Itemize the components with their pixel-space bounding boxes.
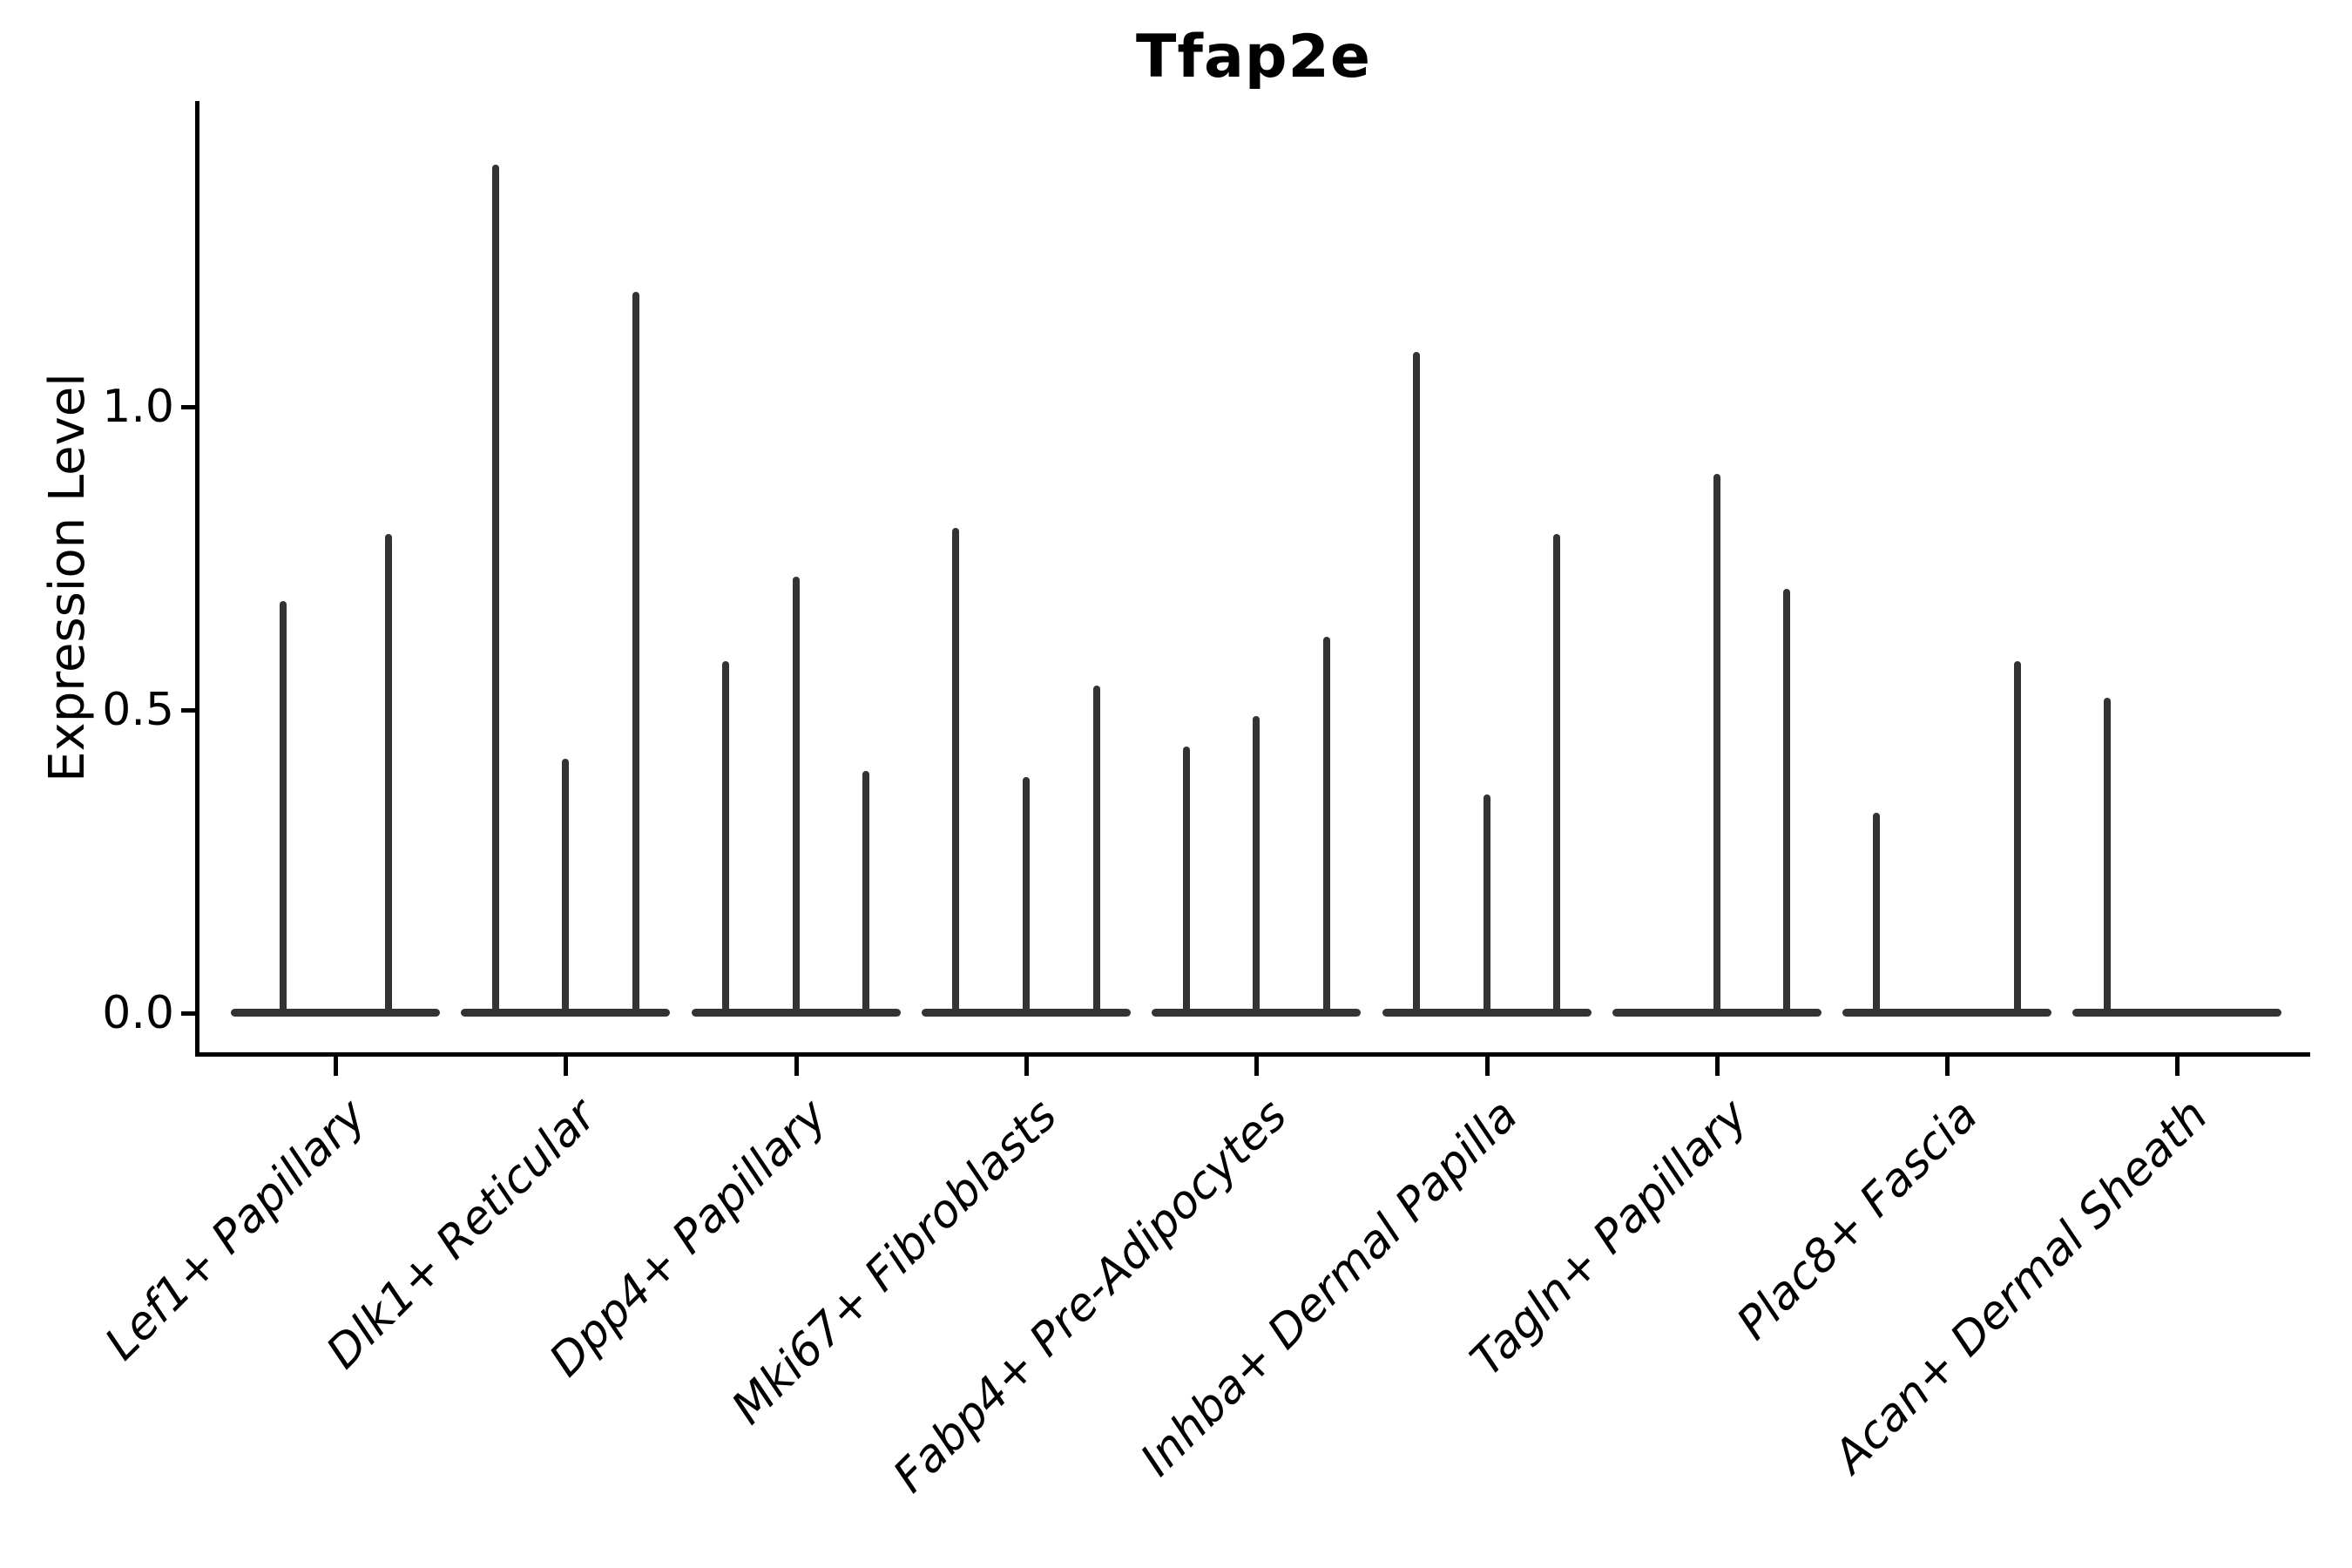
x-tick-mark bbox=[564, 1054, 569, 1076]
violin-spike bbox=[562, 758, 570, 1016]
x-tick-mark bbox=[2175, 1054, 2180, 1076]
x-axis-spine bbox=[195, 1052, 2310, 1057]
violin-spike bbox=[1022, 776, 1030, 1016]
violin-spike bbox=[1783, 588, 1791, 1016]
violin-spike bbox=[1713, 473, 1720, 1016]
violin-spike bbox=[1322, 637, 1330, 1016]
y-tick-mark bbox=[181, 405, 196, 409]
violin-spike bbox=[2103, 698, 2111, 1016]
violin-spike bbox=[792, 576, 800, 1016]
violin-spike bbox=[1182, 746, 1190, 1016]
x-tick-mark bbox=[1714, 1054, 1720, 1076]
violin-spike bbox=[384, 534, 392, 1016]
y-axis-spine bbox=[195, 101, 199, 1057]
y-tick-label: 0.0 bbox=[102, 987, 174, 1039]
y-tick-mark bbox=[181, 1011, 196, 1016]
y-tick-mark bbox=[181, 708, 196, 713]
x-tick-mark bbox=[1254, 1054, 1260, 1076]
x-tick-mark bbox=[1945, 1054, 1950, 1076]
chart-title: Tfap2e bbox=[1136, 23, 1371, 91]
violin-baseline bbox=[2072, 1009, 2282, 1017]
violin-spike bbox=[721, 661, 729, 1016]
x-tick-mark bbox=[794, 1054, 799, 1076]
violin-baseline bbox=[231, 1009, 440, 1017]
violin-spike bbox=[1412, 352, 1420, 1016]
violin-spike bbox=[1253, 715, 1260, 1016]
violin-spike bbox=[632, 291, 639, 1016]
y-axis-label: Expression Level bbox=[39, 373, 96, 782]
violin-baseline bbox=[1842, 1009, 2052, 1017]
violin-spike bbox=[862, 770, 870, 1016]
x-tick-mark bbox=[1024, 1054, 1029, 1076]
x-tick-mark bbox=[334, 1054, 338, 1076]
violin-spike bbox=[491, 164, 499, 1016]
violin-spike bbox=[952, 528, 960, 1016]
violin-spike bbox=[1092, 686, 1100, 1016]
violin-spike bbox=[1873, 813, 1881, 1016]
y-tick-label: 0.5 bbox=[102, 684, 174, 736]
x-tick-mark bbox=[1484, 1054, 1490, 1076]
violin-spike bbox=[1553, 534, 1561, 1016]
violin-spike bbox=[1483, 794, 1490, 1016]
violin-spike bbox=[2013, 661, 2021, 1016]
y-tick-label: 1.0 bbox=[102, 381, 174, 433]
violin-spike bbox=[279, 600, 287, 1016]
